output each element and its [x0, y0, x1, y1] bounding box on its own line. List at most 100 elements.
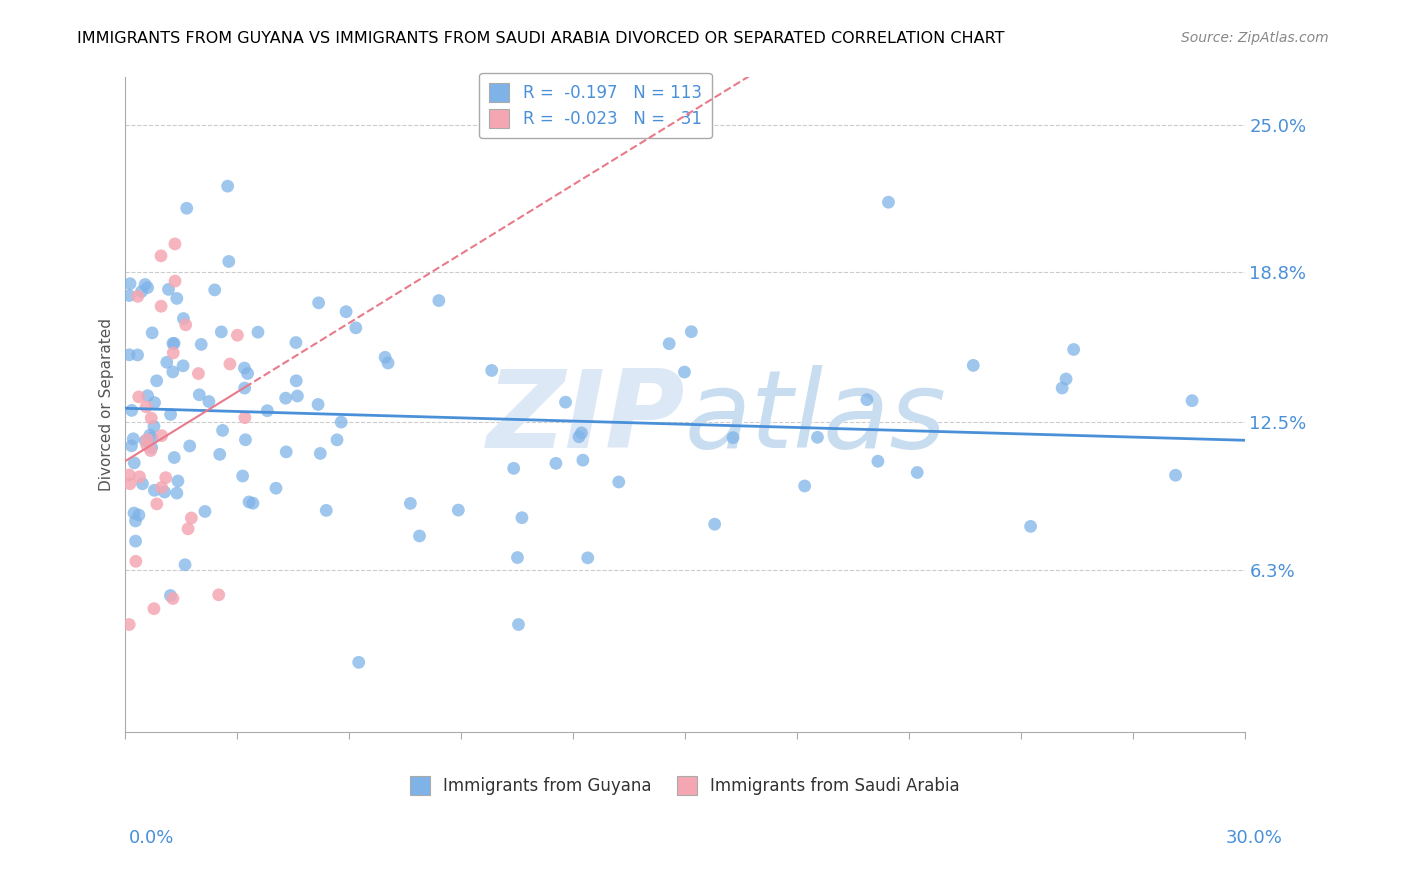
Point [276, 445, 298, 459]
Point [1164, 468, 1187, 483]
Text: ZIP: ZIP [486, 365, 685, 471]
Point [163, 236, 186, 251]
Point [142, 419, 165, 434]
Point [658, 336, 681, 351]
Point [326, 433, 349, 447]
Point [256, 403, 278, 417]
Point [506, 550, 529, 565]
Point [131, 476, 153, 491]
Point [1054, 372, 1077, 386]
Y-axis label: Divorced or Separated: Divorced or Separated [100, 318, 114, 491]
Point [176, 201, 198, 215]
Point [544, 456, 567, 470]
Point [806, 430, 828, 444]
Point [122, 432, 145, 446]
Point [127, 348, 149, 362]
Point [127, 289, 149, 303]
Point [374, 351, 396, 365]
Point [124, 514, 146, 528]
Point [703, 517, 725, 532]
Point [180, 511, 202, 525]
Point [118, 467, 141, 482]
Point [155, 471, 177, 485]
Point [131, 285, 153, 299]
Point [554, 395, 576, 409]
Point [284, 335, 307, 350]
Point [233, 410, 256, 425]
Point [681, 325, 703, 339]
Point [135, 400, 157, 414]
Point [877, 195, 900, 210]
Point [163, 336, 186, 351]
Point [335, 304, 357, 318]
Point [165, 274, 187, 288]
Point [510, 510, 533, 524]
Point [150, 299, 173, 313]
Point [274, 391, 297, 405]
Point [308, 296, 330, 310]
Point [236, 367, 259, 381]
Point [172, 311, 194, 326]
Point [122, 456, 145, 470]
Point [145, 374, 167, 388]
Point [576, 550, 599, 565]
Point [134, 277, 156, 292]
Point [315, 503, 337, 517]
Point [128, 470, 150, 484]
Point [174, 318, 197, 332]
Point [198, 394, 221, 409]
Point [167, 474, 190, 488]
Point [166, 292, 188, 306]
Point [1063, 343, 1085, 357]
Point [122, 506, 145, 520]
Point [135, 438, 157, 452]
Point [118, 288, 141, 302]
Text: IMMIGRANTS FROM GUYANA VS IMMIGRANTS FROM SAUDI ARABIA DIVORCED OR SEPARATED COR: IMMIGRANTS FROM GUYANA VS IMMIGRANTS FRO… [77, 31, 1005, 46]
Point [673, 365, 696, 379]
Point [118, 476, 141, 491]
Point [121, 439, 143, 453]
Point [233, 381, 256, 395]
Point [174, 558, 197, 572]
Point [307, 397, 329, 411]
Point [793, 479, 815, 493]
Point [481, 363, 503, 377]
Point [447, 503, 470, 517]
Point [159, 408, 181, 422]
Point [721, 431, 744, 445]
Point [962, 359, 984, 373]
Text: 30.0%: 30.0% [1226, 829, 1282, 847]
Point [162, 365, 184, 379]
Text: Source: ZipAtlas.com: Source: ZipAtlas.com [1181, 31, 1329, 45]
Point [1050, 381, 1073, 395]
Point [347, 656, 370, 670]
Point [121, 403, 143, 417]
Point [427, 293, 450, 308]
Point [285, 374, 308, 388]
Point [508, 617, 530, 632]
Point [159, 589, 181, 603]
Point [146, 497, 169, 511]
Point [172, 359, 194, 373]
Point [233, 361, 256, 376]
Point [235, 433, 257, 447]
Legend: Immigrants from Guyana, Immigrants from Saudi Arabia: Immigrants from Guyana, Immigrants from … [404, 769, 966, 802]
Point [211, 424, 233, 438]
Point [150, 428, 173, 442]
Point [141, 326, 163, 340]
Point [568, 430, 591, 444]
Point [141, 431, 163, 445]
Point [238, 495, 260, 509]
Point [139, 443, 162, 458]
Point [242, 496, 264, 510]
Point [124, 534, 146, 549]
Point [134, 434, 156, 448]
Point [330, 415, 353, 429]
Point [208, 447, 231, 461]
Point [408, 529, 430, 543]
Point [344, 321, 367, 335]
Point [399, 496, 422, 510]
Point [219, 357, 242, 371]
Point [226, 328, 249, 343]
Point [162, 346, 184, 360]
